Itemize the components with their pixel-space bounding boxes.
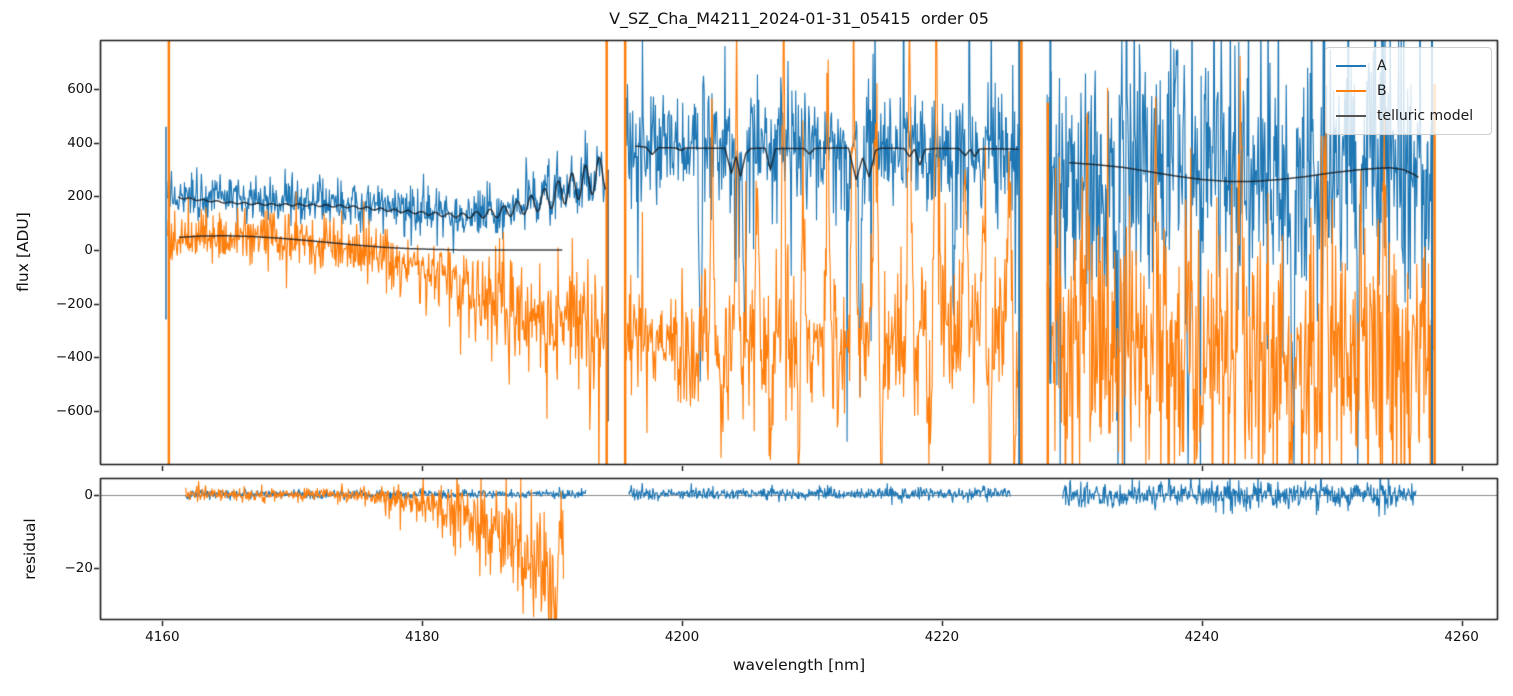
flux-tick-label: 400 xyxy=(67,134,93,151)
x-tick-label: 4220 xyxy=(924,629,960,645)
legend-label: B xyxy=(1377,82,1387,99)
x-tick-label: 4260 xyxy=(1444,629,1479,645)
x-tick-label: 4240 xyxy=(1184,629,1219,645)
plot-title: V_SZ_Cha_M4211_2024-01-31_05415 order 05 xyxy=(609,9,989,28)
flux-tick-label: 0 xyxy=(84,241,93,258)
residual-tick-label: 0 xyxy=(84,487,93,504)
legend-row: telluric model xyxy=(1336,104,1481,129)
legend-line-b-icon xyxy=(1336,89,1366,92)
flux-axis-label: flux [ADU] xyxy=(14,212,32,292)
legend-line-a-icon xyxy=(1336,64,1366,67)
flux-tick-label: 200 xyxy=(67,188,93,205)
residual-tick-label: −20 xyxy=(64,560,94,577)
x-tick-label: 4160 xyxy=(145,629,180,645)
wavelength-axis-label: wavelength [nm] xyxy=(732,656,866,674)
legend-label: telluric model xyxy=(1377,108,1474,125)
legend-line-telluric-model-icon xyxy=(1336,115,1366,118)
legend-row: A xyxy=(1336,53,1481,78)
residual-axis-label: residual xyxy=(21,518,39,580)
flux-tick-label: −600 xyxy=(55,402,93,419)
flux-tick-label: 600 xyxy=(67,81,93,98)
legend-row: B xyxy=(1336,78,1481,103)
flux-tick-label: −400 xyxy=(55,349,93,366)
flux-tick-label: −200 xyxy=(55,295,93,312)
x-tick-label: 4200 xyxy=(664,629,700,645)
x-tick-label: 4180 xyxy=(405,629,440,645)
legend-label: A xyxy=(1377,57,1387,74)
